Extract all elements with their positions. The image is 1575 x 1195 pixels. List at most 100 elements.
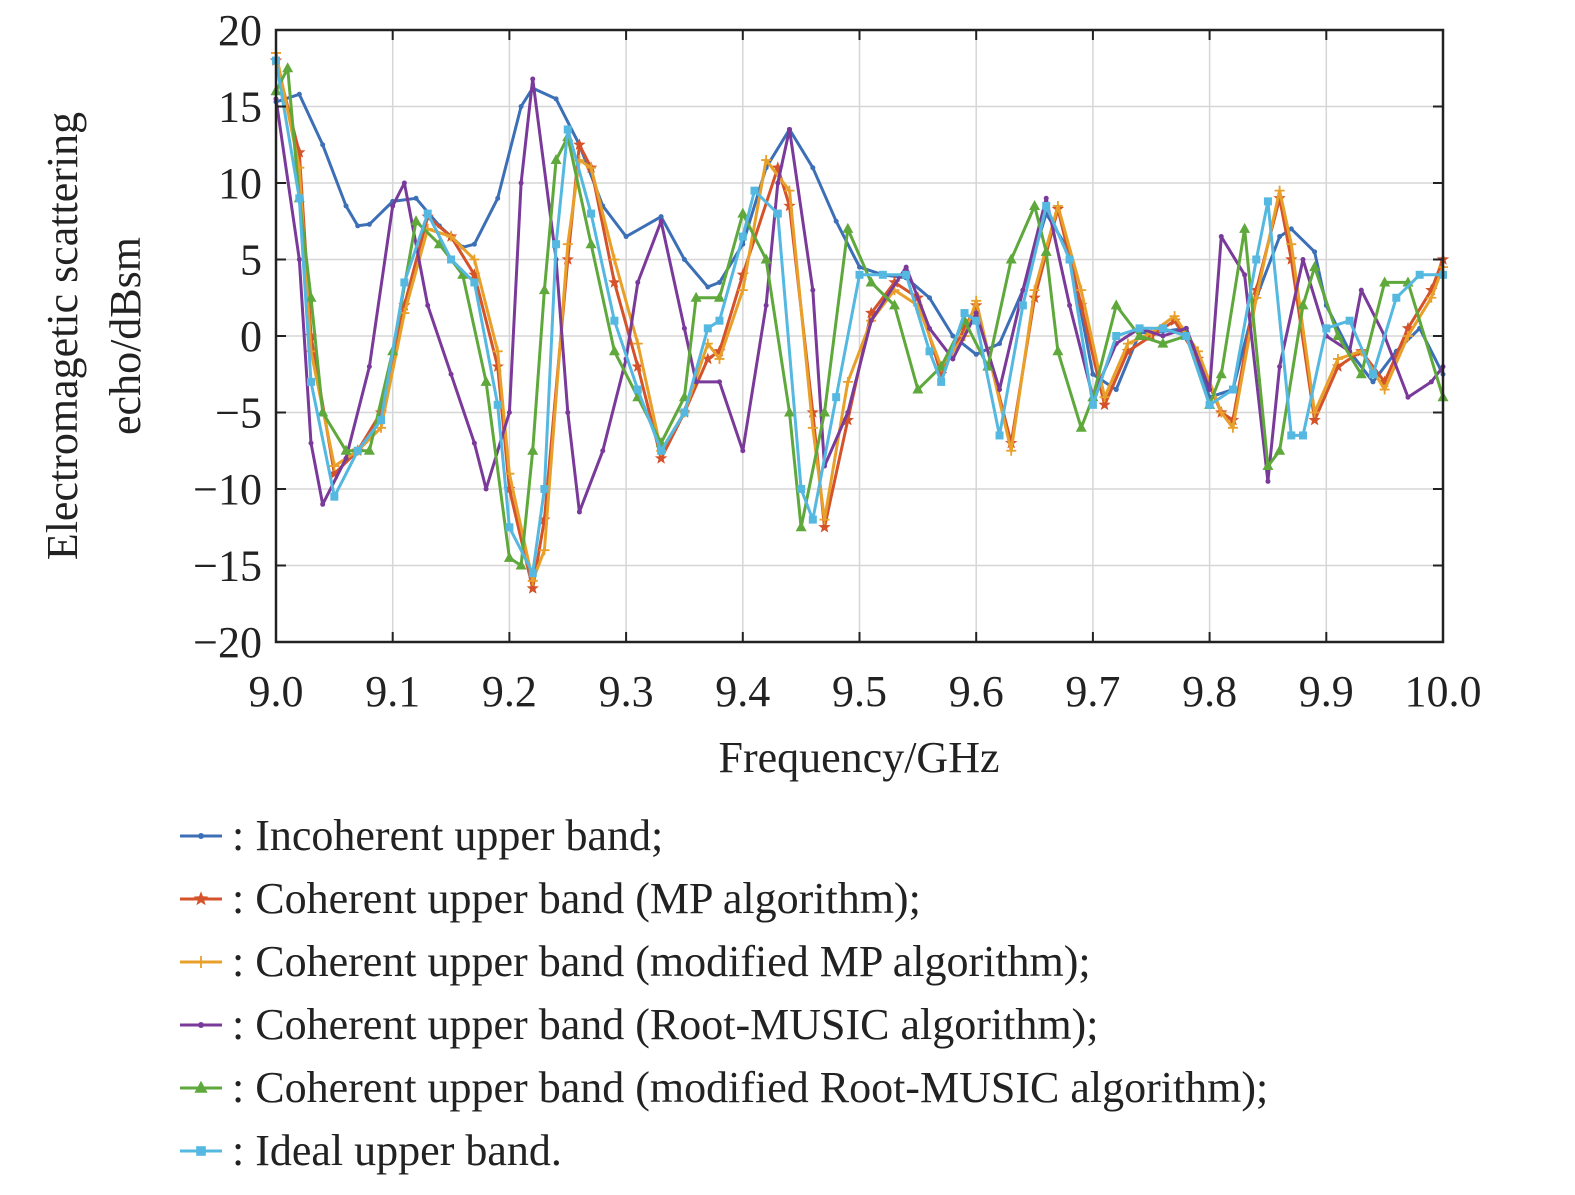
data-point xyxy=(573,138,586,150)
data-point xyxy=(935,360,947,371)
data-point xyxy=(1277,364,1283,370)
data-point xyxy=(423,209,432,218)
data-point xyxy=(196,1146,206,1156)
data-point xyxy=(329,461,340,472)
data-point xyxy=(958,321,971,334)
data-point xyxy=(363,444,375,455)
legend-item: : Coherent upper band (Root-MUSIC algori… xyxy=(180,1000,1098,1049)
data-point xyxy=(530,76,536,82)
x-tick-label: 9.6 xyxy=(949,667,1004,716)
data-point xyxy=(693,379,699,385)
data-point xyxy=(1075,421,1087,432)
data-point xyxy=(1298,431,1307,440)
data-point xyxy=(740,448,746,454)
data-point xyxy=(398,298,411,311)
data-point xyxy=(738,232,747,241)
data-point xyxy=(293,145,306,158)
x-tick-label: 9.2 xyxy=(482,667,537,716)
data-point xyxy=(681,325,687,331)
data-point xyxy=(600,448,606,454)
y-tick-label: 20 xyxy=(218,6,262,55)
data-point xyxy=(1099,392,1110,403)
data-point xyxy=(1075,298,1088,311)
data-point xyxy=(317,406,329,417)
data-point xyxy=(950,333,956,339)
data-point xyxy=(1309,407,1320,418)
data-point xyxy=(448,371,454,377)
data-point xyxy=(518,104,524,109)
data-point xyxy=(1287,431,1296,440)
data-point xyxy=(786,126,792,132)
data-point xyxy=(1029,285,1040,296)
data-point xyxy=(1227,422,1238,433)
data-point xyxy=(973,310,979,316)
data-point xyxy=(1052,200,1063,211)
data-point xyxy=(1218,234,1224,240)
x-tick-label: 9.1 xyxy=(365,667,420,716)
data-point xyxy=(1134,330,1146,340)
data-point xyxy=(857,264,862,270)
ticks: 9.0 9.1 9.2 9.3 9.4 9.5 9.6 9.7 9.8 9.9 10.0 20 15 10… xyxy=(193,6,1481,716)
data-point xyxy=(1052,345,1064,356)
data-point xyxy=(775,180,781,186)
data-point xyxy=(505,523,514,532)
legend-label: : Coherent upper band (MP algorithm); xyxy=(232,874,921,923)
data-point xyxy=(855,270,864,279)
data-point xyxy=(902,270,911,279)
data-point xyxy=(295,194,304,203)
data-point xyxy=(576,509,582,515)
y-tick-label: −15 xyxy=(193,542,262,591)
data-point xyxy=(1345,316,1354,325)
data-point xyxy=(468,268,481,281)
data-point xyxy=(806,406,819,418)
data-point xyxy=(608,275,621,288)
data-point xyxy=(470,278,479,287)
data-point xyxy=(1121,344,1135,357)
y-tick-label: 0 xyxy=(240,312,262,361)
data-point xyxy=(355,223,361,229)
x-tick-label: 9.3 xyxy=(599,667,654,716)
data-point xyxy=(1378,375,1391,388)
data-point xyxy=(950,356,956,362)
data-point xyxy=(506,410,512,415)
data-point xyxy=(447,255,456,264)
data-point xyxy=(750,186,759,195)
data-point xyxy=(1250,283,1263,296)
data-point xyxy=(1392,293,1401,302)
data-point xyxy=(330,492,339,501)
x-tick-label: 9.5 xyxy=(832,667,887,716)
data-point xyxy=(1067,302,1073,308)
data-point xyxy=(195,956,207,968)
x-axis-title: Frequency/GHz xyxy=(718,733,999,782)
data-point xyxy=(716,279,722,285)
data-point xyxy=(343,203,349,209)
data-point xyxy=(797,485,806,493)
data-point xyxy=(1182,332,1191,340)
data-point xyxy=(971,295,982,306)
legend: : Incoherent upper band; : Coherent upper… xyxy=(180,811,1268,1175)
data-point xyxy=(198,833,204,839)
legend-item: : Coherent upper band (modified Root-MUS… xyxy=(180,1063,1268,1112)
data-point xyxy=(761,155,772,166)
data-point xyxy=(539,545,550,556)
data-point xyxy=(1252,255,1261,264)
data-point xyxy=(681,257,687,262)
data-point xyxy=(198,1022,204,1028)
legend-label: : Coherent upper band (modified Root-MUS… xyxy=(232,1063,1268,1112)
gridlines xyxy=(275,29,1444,643)
y-tick-label: 10 xyxy=(218,159,262,208)
data-point xyxy=(808,515,817,524)
data-point xyxy=(841,413,854,426)
data-point xyxy=(889,299,901,310)
data-point xyxy=(972,316,981,325)
data-point xyxy=(503,482,516,495)
data-point xyxy=(960,309,969,318)
data-point xyxy=(425,302,431,308)
y-axis-title-line-1: Electromagetic scattering xyxy=(38,112,87,560)
data-point xyxy=(713,344,726,357)
data-point xyxy=(413,195,419,201)
data-point xyxy=(1277,234,1283,240)
data-point xyxy=(193,891,209,906)
data-point xyxy=(1215,368,1227,379)
legend-label: : Incoherent upper band; xyxy=(232,811,663,860)
